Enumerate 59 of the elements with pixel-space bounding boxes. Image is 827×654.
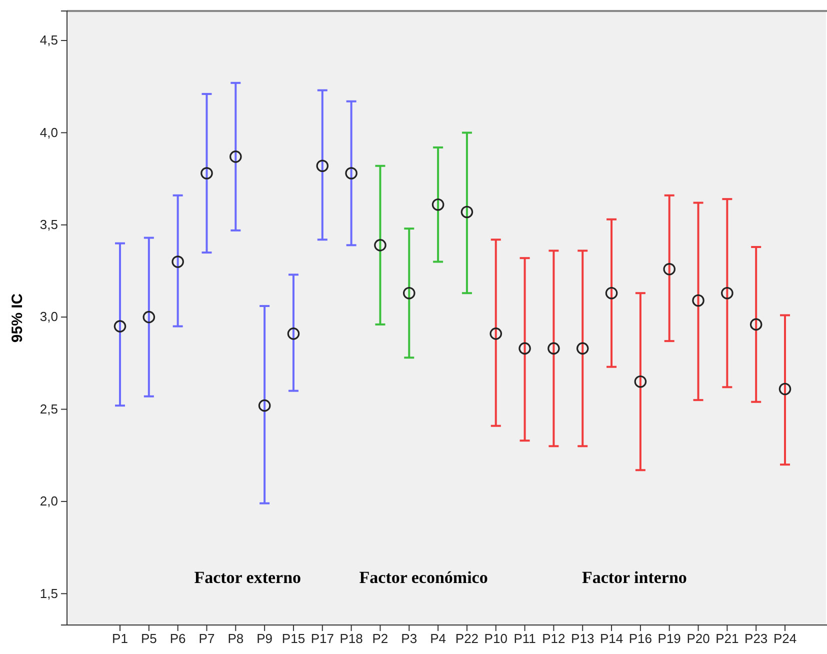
x-tick-label: P2 bbox=[372, 631, 388, 646]
y-axis-title: 95% IC bbox=[9, 293, 26, 343]
point bbox=[750, 318, 762, 331]
y-tick-label: 4,5 bbox=[40, 32, 58, 48]
x-tick-label: P7 bbox=[198, 631, 215, 646]
y-tick-label: 3,0 bbox=[40, 309, 58, 324]
x-tick-label: P20 bbox=[686, 631, 710, 646]
point bbox=[692, 294, 704, 307]
x-tick-label: P10 bbox=[484, 631, 508, 646]
x-tick-label: P16 bbox=[628, 631, 652, 646]
point bbox=[230, 150, 242, 163]
x-tick-label: P1 bbox=[112, 631, 128, 646]
y-tick-label: 2,5 bbox=[40, 401, 58, 416]
point bbox=[316, 160, 329, 172]
x-tick-label: P21 bbox=[716, 631, 739, 646]
x-tick-label: P11 bbox=[514, 631, 536, 646]
x-tick-label: P13 bbox=[571, 631, 594, 646]
annotation: Factor económico bbox=[359, 568, 488, 587]
point bbox=[432, 198, 444, 211]
x-tick-label: P9 bbox=[256, 631, 273, 646]
point bbox=[200, 167, 213, 180]
y-tick-label: 2,0 bbox=[40, 494, 58, 509]
x-tick-label: P15 bbox=[282, 631, 306, 646]
x-tick-label: P8 bbox=[228, 631, 244, 646]
point bbox=[605, 286, 618, 300]
x-tick-label: P18 bbox=[340, 631, 363, 646]
point bbox=[287, 328, 300, 340]
x-tick-label: P22 bbox=[455, 631, 479, 646]
point bbox=[663, 262, 676, 276]
point bbox=[518, 342, 531, 355]
annotation: Factor externo bbox=[194, 568, 302, 587]
point bbox=[634, 375, 647, 388]
x-tick-label: P5 bbox=[140, 631, 157, 646]
point bbox=[374, 239, 386, 252]
point bbox=[142, 310, 156, 324]
x-tick-label: P17 bbox=[310, 631, 334, 646]
point bbox=[490, 328, 502, 340]
x-tick-label: P19 bbox=[658, 631, 681, 646]
point bbox=[114, 320, 126, 332]
x-tick-label: P14 bbox=[600, 631, 624, 646]
point bbox=[345, 167, 358, 180]
point bbox=[548, 342, 560, 355]
y-tick-label: 4,0 bbox=[40, 124, 58, 140]
point bbox=[258, 399, 271, 412]
y-tick-label: 1,5 bbox=[40, 586, 58, 601]
x-tick-label: P4 bbox=[430, 631, 446, 646]
annotation: Factor interno bbox=[582, 568, 687, 587]
x-tick-label: P6 bbox=[170, 631, 186, 646]
point bbox=[172, 256, 184, 268]
point bbox=[721, 286, 734, 300]
point bbox=[576, 342, 589, 355]
x-tick-label: P3 bbox=[401, 631, 418, 646]
point bbox=[778, 382, 792, 396]
x-tick-label: P12 bbox=[542, 631, 566, 646]
x-tick-label: P23 bbox=[744, 631, 768, 646]
x-tick-label: P24 bbox=[773, 631, 797, 646]
point bbox=[402, 286, 416, 300]
y-tick-label: 3,5 bbox=[40, 217, 58, 232]
point bbox=[460, 206, 474, 218]
